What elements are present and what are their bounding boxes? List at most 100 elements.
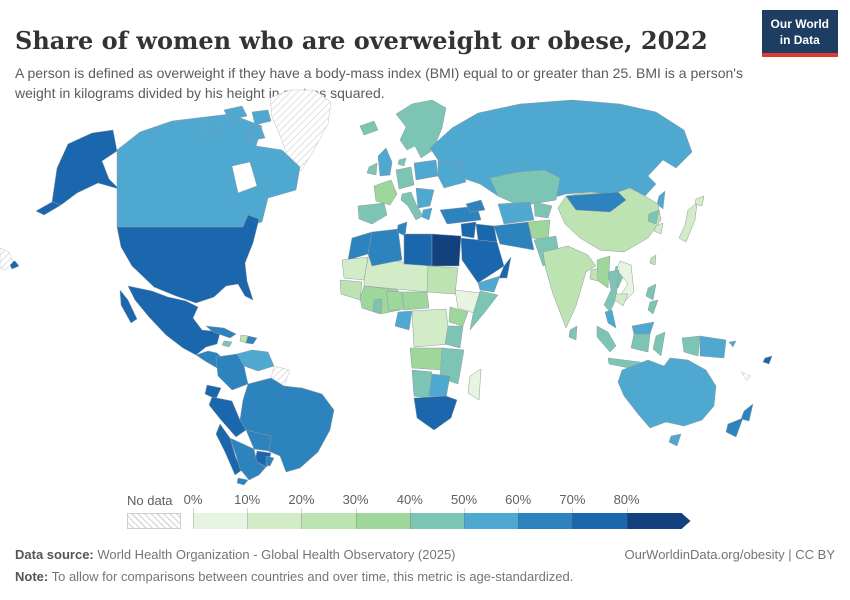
country-algeria[interactable] bbox=[367, 228, 403, 267]
country-malaysia-peninsula[interactable] bbox=[604, 309, 617, 329]
country-argentina[interactable] bbox=[229, 437, 267, 481]
country-tasmania[interactable] bbox=[668, 433, 682, 447]
country-spain-portugal[interactable] bbox=[357, 202, 388, 225]
country-mongolia[interactable] bbox=[565, 191, 627, 213]
country-ghana[interactable] bbox=[372, 298, 383, 314]
country-sri-lanka[interactable] bbox=[568, 325, 578, 341]
country-denmark[interactable] bbox=[397, 157, 407, 167]
country-italy[interactable] bbox=[400, 191, 424, 221]
country-iraq[interactable] bbox=[475, 223, 498, 243]
country-united-kingdom[interactable] bbox=[377, 147, 393, 177]
country-poland-baltics[interactable] bbox=[413, 159, 439, 181]
legend-segment[interactable] bbox=[572, 513, 627, 529]
country-canada-arctic-island[interactable] bbox=[246, 126, 266, 142]
country-fiji[interactable] bbox=[762, 355, 773, 365]
attribution-link[interactable]: OurWorldinData.org/obesity | CC BY bbox=[624, 547, 836, 562]
country-france[interactable] bbox=[373, 179, 398, 206]
country-senegal-guinea[interactable] bbox=[339, 279, 363, 301]
country-iceland[interactable] bbox=[359, 120, 379, 136]
country-levant[interactable] bbox=[460, 221, 477, 239]
country-ireland[interactable] bbox=[366, 162, 378, 176]
country-sakhalin[interactable] bbox=[656, 190, 666, 210]
country-greenland[interactable] bbox=[269, 89, 332, 172]
country-gabon-congo[interactable] bbox=[394, 310, 413, 331]
country-philippines[interactable] bbox=[645, 283, 657, 301]
country-malaysia-borneo[interactable] bbox=[631, 321, 655, 335]
country-namibia[interactable] bbox=[411, 369, 433, 399]
country-libya[interactable] bbox=[403, 233, 433, 267]
country-uruguay[interactable] bbox=[265, 455, 275, 467]
country-greece[interactable] bbox=[421, 207, 433, 221]
country-alaska[interactable] bbox=[51, 129, 120, 206]
legend-segment[interactable] bbox=[463, 513, 519, 529]
country-united-states[interactable] bbox=[116, 214, 260, 304]
country-solomon-islands[interactable] bbox=[728, 340, 737, 348]
country-iran[interactable] bbox=[493, 221, 535, 251]
country-scandinavia[interactable] bbox=[395, 99, 447, 159]
country-madagascar[interactable] bbox=[467, 368, 482, 401]
country-saudi-arabia[interactable] bbox=[460, 237, 505, 284]
country-north-korea[interactable] bbox=[647, 209, 660, 225]
country-tanzania[interactable] bbox=[444, 325, 464, 349]
country-cameroon-car[interactable] bbox=[401, 291, 430, 311]
country-nigeria[interactable] bbox=[385, 290, 405, 312]
country-kyrgyzstan-tajikistan[interactable] bbox=[533, 201, 553, 219]
country-canada-arctic-island[interactable] bbox=[223, 105, 248, 121]
country-mauritania[interactable] bbox=[341, 256, 369, 281]
country-japan[interactable] bbox=[678, 202, 698, 243]
legend-segment[interactable] bbox=[409, 513, 464, 529]
country-canada-arctic-island[interactable] bbox=[199, 118, 220, 135]
legend-segment[interactable] bbox=[626, 513, 691, 529]
country-bolivia[interactable] bbox=[245, 429, 272, 452]
country-taiwan[interactable] bbox=[649, 254, 657, 266]
legend-segment[interactable] bbox=[193, 513, 248, 529]
country-brazil[interactable] bbox=[239, 377, 335, 473]
country-botswana[interactable] bbox=[428, 373, 451, 399]
country-dominican-republic[interactable] bbox=[245, 335, 258, 345]
country-russia[interactable] bbox=[429, 99, 693, 205]
legend-segment[interactable] bbox=[247, 513, 302, 529]
country-indonesia-borneo[interactable] bbox=[630, 333, 651, 353]
country-caucasus[interactable] bbox=[465, 199, 486, 213]
country-south-africa[interactable] bbox=[413, 395, 458, 431]
country-canada-arctic-island[interactable] bbox=[251, 109, 272, 126]
country-sumatra[interactable] bbox=[596, 325, 617, 353]
country-aleutians[interactable] bbox=[35, 201, 62, 216]
country-yemen[interactable] bbox=[477, 275, 501, 293]
legend-segment[interactable] bbox=[355, 513, 410, 529]
country-cuba[interactable] bbox=[205, 325, 237, 339]
country-sudan[interactable] bbox=[426, 265, 459, 295]
country-egypt[interactable] bbox=[431, 233, 462, 267]
country-ukraine[interactable] bbox=[437, 159, 467, 189]
country-baja[interactable] bbox=[119, 289, 138, 324]
legend-segment[interactable] bbox=[518, 513, 573, 529]
owid-logo[interactable]: Our World in Data bbox=[761, 10, 838, 58]
country-west-papua[interactable] bbox=[681, 335, 701, 357]
country-fragment[interactable] bbox=[0, 247, 14, 271]
country-sulawesi[interactable] bbox=[652, 331, 666, 357]
country-cambodia[interactable] bbox=[614, 293, 629, 307]
country-kazakhstan[interactable] bbox=[489, 169, 561, 207]
country-uzbekistan-turkmenistan[interactable] bbox=[497, 201, 535, 225]
legend-segment[interactable] bbox=[301, 513, 356, 529]
country-new-zealand-south[interactable] bbox=[725, 417, 744, 438]
country-australia[interactable] bbox=[617, 357, 717, 429]
country-south-korea[interactable] bbox=[653, 222, 664, 235]
country-new-caledonia[interactable] bbox=[740, 371, 752, 382]
country-papua-new-guinea[interactable] bbox=[699, 335, 727, 359]
country-philippines-south[interactable] bbox=[647, 299, 659, 315]
country-drc[interactable] bbox=[411, 308, 451, 348]
country-zambia-mozambique[interactable] bbox=[439, 347, 465, 385]
country-jamaica[interactable] bbox=[221, 340, 233, 348]
country-hokkaido[interactable] bbox=[694, 195, 705, 207]
country-germany-central-europe[interactable] bbox=[395, 166, 415, 190]
country-new-zealand-north[interactable] bbox=[740, 403, 754, 422]
country-angola[interactable] bbox=[409, 347, 445, 371]
country-myanmar[interactable] bbox=[596, 255, 611, 289]
country-ecuador[interactable] bbox=[204, 384, 222, 400]
country-somalia[interactable] bbox=[469, 290, 499, 331]
country-peru[interactable] bbox=[208, 396, 247, 438]
country-balkans[interactable] bbox=[415, 187, 435, 209]
legend-no-data-swatch[interactable] bbox=[127, 513, 181, 529]
country-india[interactable] bbox=[542, 245, 597, 329]
